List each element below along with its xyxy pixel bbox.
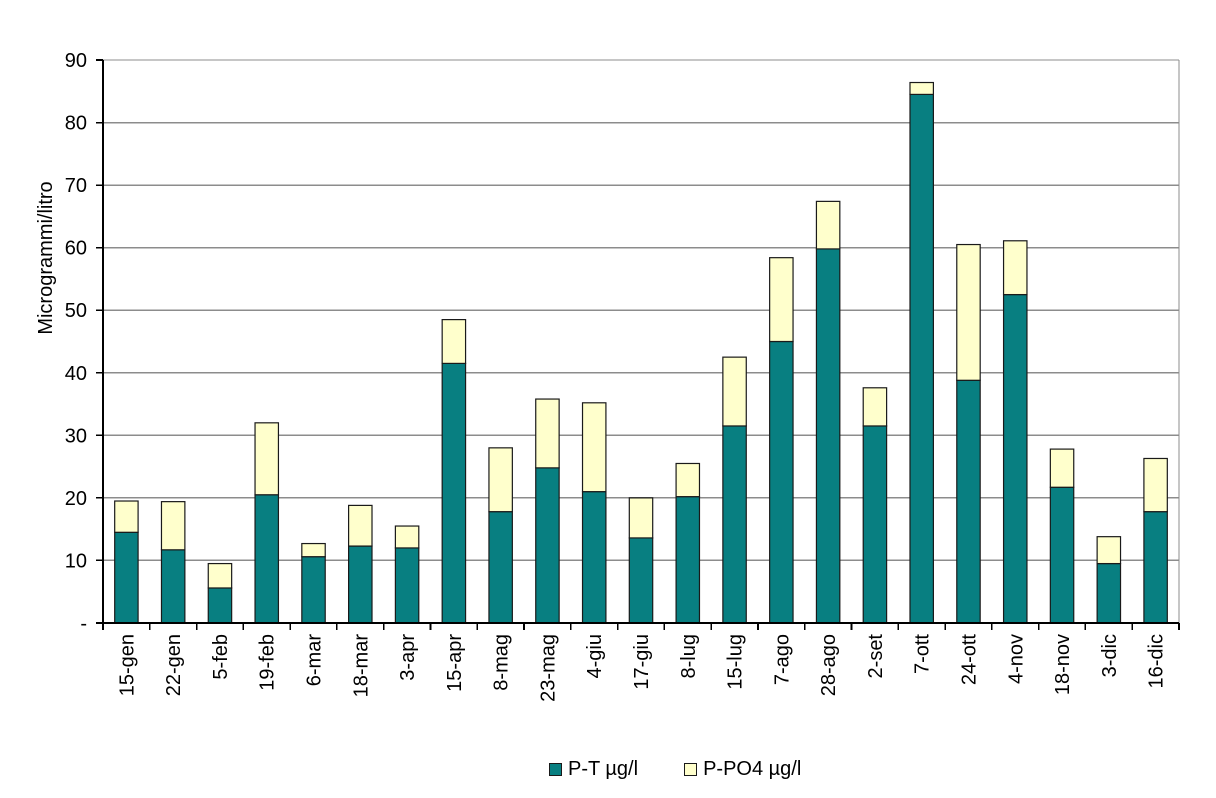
axes bbox=[96, 59, 1180, 630]
x-tick-label: 24-ott bbox=[958, 634, 980, 686]
x-tick-label: 4-nov bbox=[1005, 634, 1027, 684]
y-tick-label: 70 bbox=[65, 175, 87, 197]
bar-segment-ppo4 bbox=[1096, 536, 1122, 565]
x-tick-label: 7-ago bbox=[771, 634, 793, 685]
bar-segment-pt bbox=[1002, 293, 1028, 624]
x-tick-label: 18-nov bbox=[1052, 634, 1074, 695]
y-tick-labels: - 10 20 30 40 50 60 70 80 90 bbox=[65, 50, 87, 635]
bar-segment-ppo4 bbox=[956, 243, 981, 381]
y-tick-label: - bbox=[80, 613, 87, 635]
bars bbox=[114, 81, 1168, 624]
chart-legend: P-T µg/l P-PO4 µg/l bbox=[549, 758, 801, 781]
gridlines bbox=[103, 59, 1180, 623]
bar-segment-pt bbox=[675, 496, 701, 624]
bar-segment-pt bbox=[535, 467, 560, 624]
y-tick-label: 30 bbox=[65, 425, 87, 447]
bar-segment-ppo4 bbox=[1049, 448, 1075, 488]
x-tick-label: 17-giu bbox=[631, 634, 653, 690]
bar-segment-pt bbox=[441, 362, 467, 624]
x-tick-label: 5-feb bbox=[210, 634, 232, 680]
bar-segment-ppo4 bbox=[815, 200, 841, 250]
legend-swatch-pt-icon bbox=[549, 763, 562, 776]
legend-swatch-ppo4-icon bbox=[684, 763, 698, 776]
bar-segment-pt bbox=[348, 545, 373, 624]
bar-segment-pt bbox=[160, 549, 186, 624]
x-tick-label: 22-gen bbox=[163, 634, 185, 696]
bar-segment-ppo4 bbox=[769, 257, 794, 343]
y-tick-label: 40 bbox=[65, 363, 87, 385]
bar-segment-ppo4 bbox=[628, 497, 654, 539]
bar-segment-pt bbox=[628, 537, 654, 624]
bar-segment-ppo4 bbox=[160, 501, 186, 551]
x-tick-label: 7-ott bbox=[912, 634, 934, 674]
x-tick-label: 15-gen bbox=[116, 634, 138, 696]
bar-segment-pt bbox=[301, 556, 326, 624]
bar-segment-pt bbox=[114, 531, 139, 624]
bar-segment-pt bbox=[1096, 562, 1122, 624]
x-tick-label: 28-ago bbox=[818, 634, 840, 696]
bar-segment-ppo4 bbox=[207, 562, 233, 589]
bar-segment-pt bbox=[722, 425, 747, 624]
legend-label: P-T µg/l bbox=[568, 758, 639, 780]
bar-segment-ppo4 bbox=[114, 500, 139, 533]
x-tick-label: 19-feb bbox=[257, 634, 279, 691]
bar-segment-pt bbox=[394, 547, 420, 624]
y-tick-label: 10 bbox=[65, 550, 87, 572]
y-tick-label: 90 bbox=[65, 50, 87, 72]
x-tick-label: 23-mag bbox=[537, 634, 559, 702]
bar-segment-ppo4 bbox=[254, 422, 280, 496]
x-tick-label: 16-dic bbox=[1146, 634, 1168, 688]
x-tick-label: 2-set bbox=[865, 634, 887, 679]
bar-segment-ppo4 bbox=[394, 525, 420, 549]
bar-segment-ppo4 bbox=[301, 542, 326, 558]
bar-segment-pt bbox=[207, 587, 233, 624]
bar-segment-ppo4 bbox=[535, 398, 560, 469]
x-tick-label: 3-apr bbox=[397, 634, 419, 681]
bar-segment-pt bbox=[1143, 511, 1168, 624]
bar-segment-pt bbox=[581, 491, 607, 624]
bar-segment-ppo4 bbox=[675, 462, 701, 498]
x-tick-label: 15-lug bbox=[725, 634, 747, 690]
y-tick-label: 80 bbox=[65, 113, 87, 135]
x-tick-label: 4-giu bbox=[584, 634, 606, 678]
x-tick-label: 18-mar bbox=[350, 634, 372, 698]
bar-segment-pt bbox=[956, 379, 981, 624]
bar-segment-pt bbox=[815, 248, 841, 624]
bar-segment-pt bbox=[862, 425, 888, 624]
bar-segment-pt bbox=[769, 340, 794, 624]
x-tick-label: 8-mag bbox=[491, 634, 513, 691]
bar-segment-ppo4 bbox=[441, 319, 467, 364]
bar-segment-ppo4 bbox=[1143, 457, 1168, 513]
bar-segment-ppo4 bbox=[862, 387, 888, 427]
bar-segment-ppo4 bbox=[909, 81, 934, 96]
x-tick-label: 3-dic bbox=[1099, 634, 1121, 677]
x-tick-label: 8-lug bbox=[678, 634, 700, 678]
bar-segment-ppo4 bbox=[581, 402, 607, 493]
bar-segment-ppo4 bbox=[348, 504, 373, 547]
x-tick-label: 15-apr bbox=[444, 634, 466, 692]
bar-segment-ppo4 bbox=[1002, 240, 1028, 296]
y-axis-title: Microgrammi/litro bbox=[35, 181, 57, 334]
bar-segment-pt bbox=[1049, 486, 1075, 624]
legend-label: P-PO4 µg/l bbox=[703, 758, 802, 780]
y-tick-label: 50 bbox=[65, 300, 87, 322]
bar-segment-pt bbox=[254, 494, 280, 624]
bar-segment-ppo4 bbox=[488, 447, 513, 513]
x-tick-label: 6-mar bbox=[304, 634, 326, 687]
legend-item-ppo4: P-PO4 µg/l bbox=[684, 758, 801, 781]
bar-segment-pt bbox=[909, 93, 934, 624]
legend-item-pt: P-T µg/l bbox=[549, 758, 638, 781]
y-tick-label: 60 bbox=[65, 238, 87, 260]
y-tick-label: 20 bbox=[65, 488, 87, 510]
x-tick-labels: 15-gen 22-gen 5-feb 19-feb 6-mar 18-mar 3-apr 1… bbox=[116, 634, 1167, 702]
bar-segment-pt bbox=[488, 511, 513, 624]
bar-segment-ppo4 bbox=[722, 356, 747, 427]
